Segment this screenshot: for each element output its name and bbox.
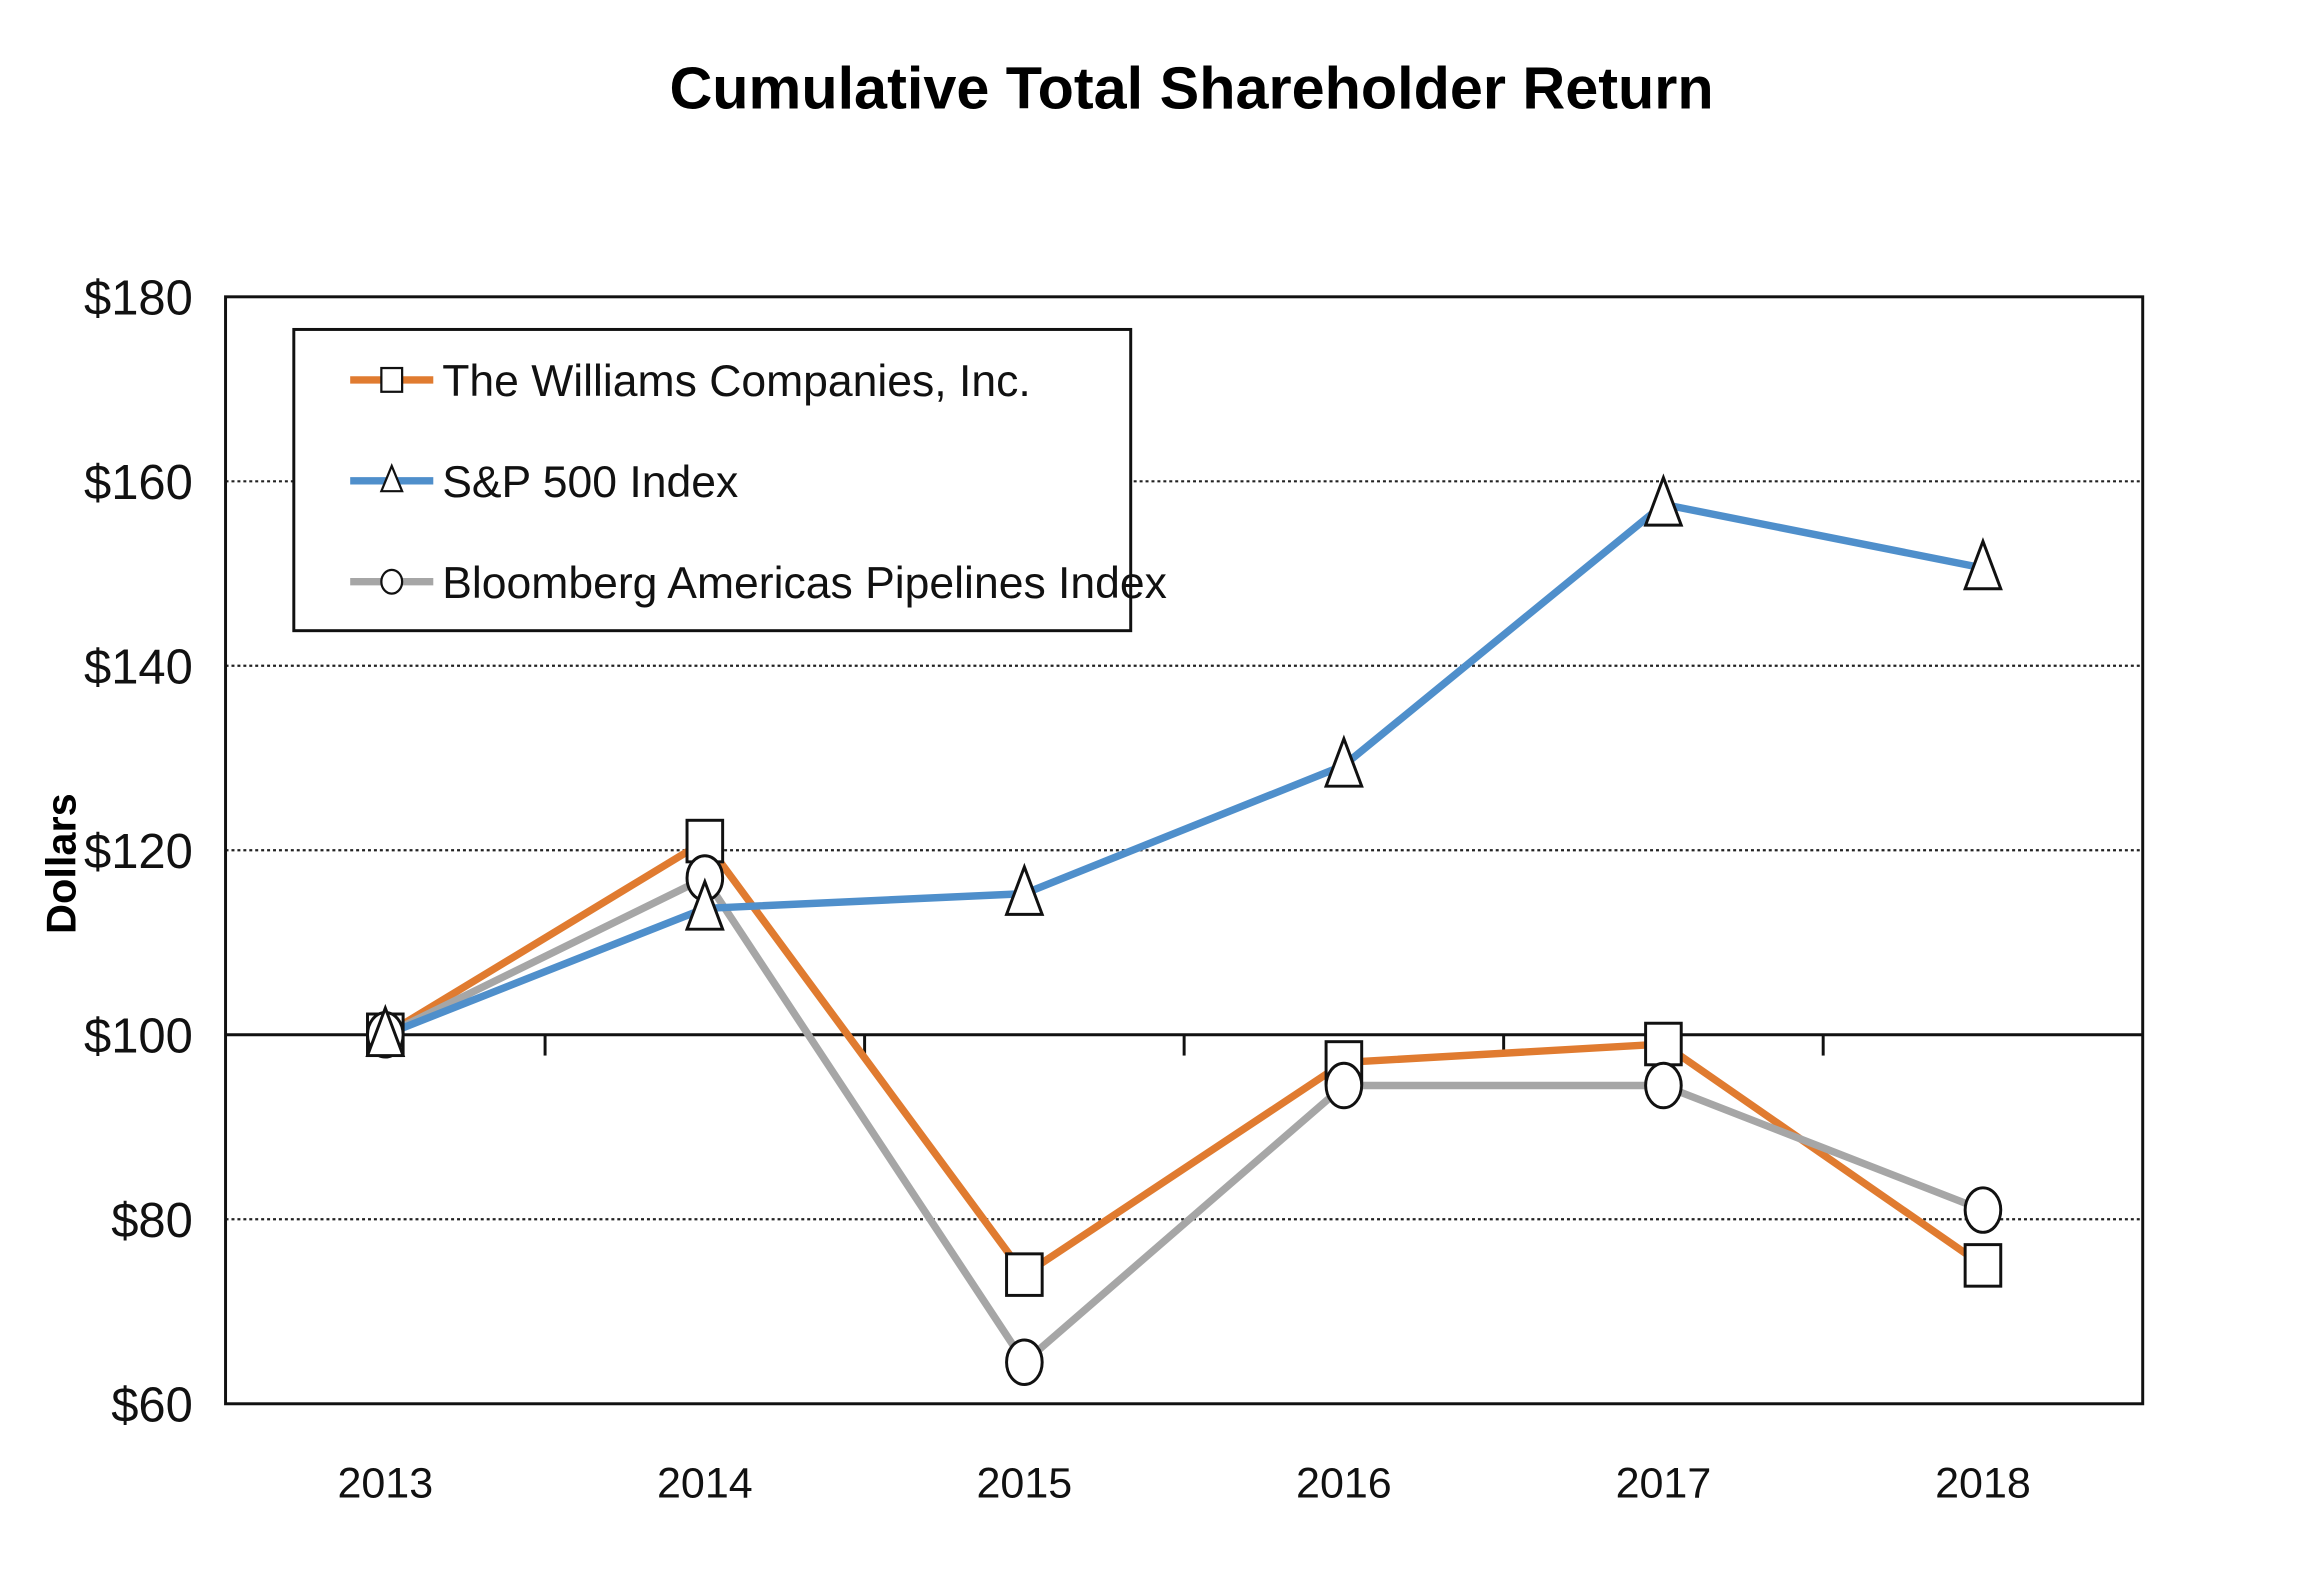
legend: The Williams Companies, Inc. S&P 500 Inde… — [292, 327, 1167, 633]
x-tick-label: 2015 — [977, 1459, 1073, 1507]
legend-label: S&P 500 Index — [442, 458, 738, 507]
legend-entry: S&P 500 Index — [350, 458, 738, 507]
triangle-marker — [365, 1003, 406, 1058]
legend-label: Bloomberg Americas Pipelines Index — [442, 559, 1167, 608]
square-marker — [1005, 1252, 1044, 1297]
y-tick-label: $160 — [84, 456, 193, 510]
triangle-marker — [1323, 734, 1364, 788]
circle-icon — [380, 568, 404, 595]
circle-marker — [1324, 1061, 1364, 1110]
y-tick-label: $120 — [84, 825, 193, 879]
x-tick-label: 2014 — [657, 1459, 753, 1507]
y-tick-label: $140 — [84, 641, 193, 695]
triangle-marker — [1004, 862, 1045, 916]
legend-label: The Williams Companies, Inc. — [442, 357, 1031, 406]
y-axis-label: Dollars — [38, 793, 85, 934]
circle-marker — [1005, 1338, 1044, 1387]
y-tick-label: $180 — [84, 272, 193, 326]
legend-entry: The Williams Companies, Inc. — [350, 357, 1031, 406]
x-tick-label: 2018 — [1935, 1459, 2031, 1507]
y-tick-label: $60 — [111, 1379, 193, 1433]
series-line — [383, 837, 1986, 1279]
square-marker — [1963, 1243, 2003, 1288]
circle-marker — [1963, 1186, 2003, 1234]
series-line — [383, 874, 1985, 1366]
square-marker — [1644, 1021, 1683, 1067]
circle-marker — [1644, 1061, 1683, 1110]
series-line — [383, 500, 1984, 1039]
square-icon — [380, 366, 404, 393]
triangle-marker — [1643, 473, 1684, 527]
series-markers — [366, 854, 2003, 1387]
series-markers — [365, 473, 2003, 1058]
chart-title: Cumulative Total Shareholder Return — [669, 54, 1713, 121]
series-triangle — [383, 500, 1984, 1039]
plot-area-border — [224, 295, 2145, 1406]
series-square — [383, 837, 1986, 1279]
y-tick-label: $80 — [111, 1194, 193, 1248]
y-tick-label: $100 — [84, 1010, 193, 1064]
x-tick-label: 2016 — [1296, 1459, 1392, 1507]
triangle-marker — [684, 877, 725, 931]
series-circle — [383, 874, 1985, 1366]
square-marker — [685, 818, 725, 864]
triangle-icon — [379, 463, 404, 493]
legend-entry: Bloomberg Americas Pipelines Index — [350, 559, 1167, 608]
triangle-marker — [1962, 537, 2003, 591]
x-tick-label: 2017 — [1616, 1459, 1712, 1507]
x-tick-label: 2013 — [337, 1459, 433, 1507]
